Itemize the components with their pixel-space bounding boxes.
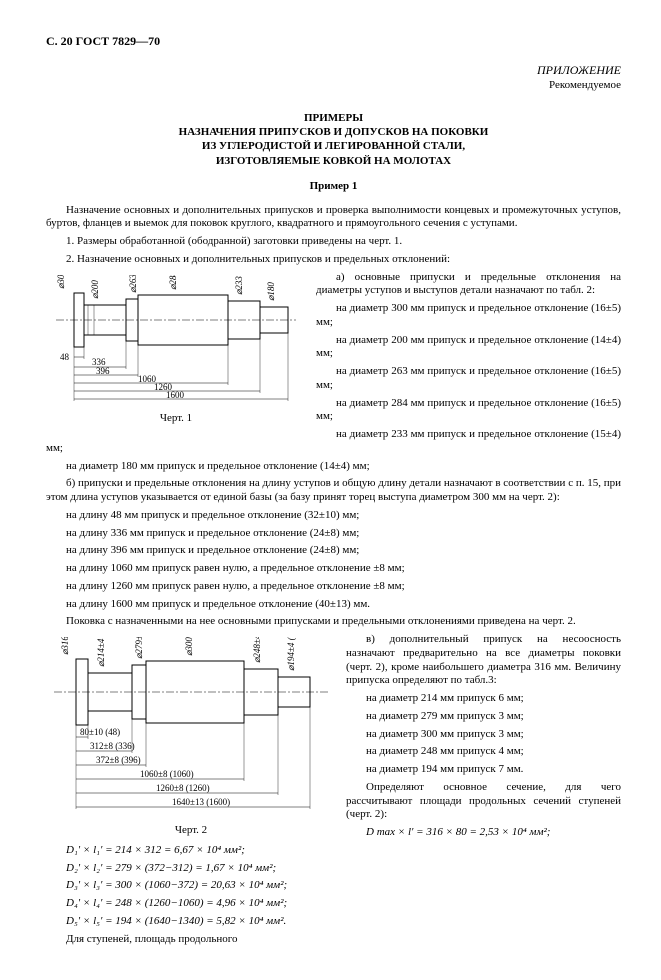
list-b-3: на длину 1060 мм припуск равен нулю, а п…	[46, 562, 621, 576]
page: С. 20 ГОСТ 7829—70 ПРИЛОЖЕНИЕ Рекомендуе…	[0, 0, 661, 980]
svg-text:⌀200: ⌀200	[90, 279, 100, 298]
svg-text:⌀284: ⌀284	[168, 275, 178, 290]
svg-text:⌀180: ⌀180	[266, 281, 276, 300]
svg-text:312±8 (336): 312±8 (336)	[90, 741, 135, 751]
svg-text:80±10 (48): 80±10 (48)	[80, 727, 120, 737]
svg-text:⌀263: ⌀263	[128, 275, 138, 293]
svg-text:⌀248±4 (⌀233): ⌀248±4 (⌀233)	[252, 637, 262, 663]
intro-paragraph: Назначение основных и дополнительных при…	[46, 204, 621, 232]
svg-text:⌀300: ⌀300	[56, 275, 66, 289]
svg-text:1060±8 (1060): 1060±8 (1060)	[140, 769, 194, 779]
formula-6: Для ступеней, площадь продольного	[46, 933, 621, 947]
forging-note: Поковка с назначенными на нее основными …	[46, 615, 621, 629]
svg-text:1260±8 (1260): 1260±8 (1260)	[156, 783, 210, 793]
svg-text:⌀316±5 (⌀300): ⌀316±5 (⌀300)	[60, 637, 70, 655]
list-b-5: на длину 1600 мм припуск и предельное от…	[46, 598, 621, 612]
list-b-0: на длину 48 мм припуск и предельное откл…	[46, 509, 621, 523]
annex-label: ПРИЛОЖЕНИЕ	[46, 63, 621, 78]
figure-2: ⌀316±5 (⌀300) ⌀214±4 (⌀200) ⌀279±5 (⌀263…	[46, 637, 336, 838]
page-header: С. 20 ГОСТ 7829—70	[46, 34, 621, 49]
svg-text:372±8 (396): 372±8 (396)	[96, 755, 141, 765]
item-2: 2. Назначение основных и дополнительных …	[46, 253, 621, 267]
figure-2-caption: Черт. 2	[46, 824, 336, 838]
example-heading: Пример 1	[46, 180, 621, 194]
svg-text:1640±13 (1600): 1640±13 (1600)	[172, 797, 230, 807]
drawing-2-svg: ⌀316±5 (⌀300) ⌀214±4 (⌀200) ⌀279±5 (⌀263…	[46, 637, 336, 822]
svg-text:48: 48	[60, 352, 70, 362]
formula-3: D₃′ × l₃′ = 300 × (1060−372) = 20,63 × 1…	[46, 879, 621, 893]
title-l4: ИЗГОТОВЛЯЕМЫЕ КОВКОЙ НА МОЛОТАХ	[46, 154, 621, 168]
list-a-5: на диаметр 180 мм припуск и предельное о…	[46, 460, 621, 474]
section-fig2: ⌀316±5 (⌀300) ⌀214±4 (⌀200) ⌀279±5 (⌀263…	[46, 633, 621, 950]
title-l2: НАЗНАЧЕНИЯ ПРИПУСКОВ И ДОПУСКОВ НА ПОКОВ…	[46, 125, 621, 139]
figure-1-caption: Черт. 1	[46, 412, 306, 426]
formula-5: D₅′ × l₅′ = 194 × (1640−1340) = 5,82 × 1…	[46, 915, 621, 929]
list-b-2: на длину 396 мм припуск и предельное отк…	[46, 544, 621, 558]
formula-4: D₄′ × l₄′ = 248 × (1260−1060) = 4,96 × 1…	[46, 897, 621, 911]
svg-text:⌀233: ⌀233	[234, 275, 244, 294]
svg-text:⌀214±4 (⌀200): ⌀214±4 (⌀200)	[96, 637, 106, 667]
item-1: 1. Размеры обработанной (ободранной) заг…	[46, 235, 621, 249]
formula-block: D max × l′ = 316 × 80 = 2,53 × 10⁴ мм²; …	[46, 826, 621, 946]
title-block: ПРИМЕРЫ НАЗНАЧЕНИЯ ПРИПУСКОВ И ДОПУСКОВ …	[46, 111, 621, 168]
item-b: б) припуски и предельные отклонения на д…	[46, 477, 621, 505]
svg-text:⌀194±4 (⌀180): ⌀194±4 (⌀180)	[286, 637, 296, 671]
figure-1: ⌀300 ⌀200 ⌀263 ⌀284 ⌀233 ⌀180 48 336 396…	[46, 275, 306, 426]
formula-1: D₁′ × l₁′ = 214 × 312 = 6,67 × 10⁴ мм²;	[46, 844, 621, 858]
drawing-1-svg: ⌀300 ⌀200 ⌀263 ⌀284 ⌀233 ⌀180 48 336 396…	[46, 275, 306, 410]
list-b-4: на длину 1260 мм припуск равен нулю, а п…	[46, 580, 621, 594]
formula-2: D₂′ × l₂′ = 279 × (372−312) = 1,67 × 10⁴…	[46, 862, 621, 876]
title-l3: ИЗ УГЛЕРОДИСТОЙ И ЛЕГИРОВАННОЙ СТАЛИ,	[46, 139, 621, 153]
list-a-4: на диаметр 233 мм припуск и предельное о…	[46, 428, 621, 456]
section-fig1: ⌀300 ⌀200 ⌀263 ⌀284 ⌀233 ⌀180 48 336 396…	[46, 271, 621, 478]
svg-text:1600: 1600	[166, 390, 185, 400]
recommended-label: Рекомендуемое	[46, 79, 621, 93]
list-b-1: на длину 336 мм припуск и предельное отк…	[46, 527, 621, 541]
title-l1: ПРИМЕРЫ	[46, 111, 621, 125]
svg-text:⌀300±5 (⌀284): ⌀300±5 (⌀284)	[184, 637, 194, 656]
svg-text:⌀279±5 (⌀263): ⌀279±5 (⌀263)	[134, 637, 144, 659]
svg-text:396: 396	[96, 366, 110, 376]
